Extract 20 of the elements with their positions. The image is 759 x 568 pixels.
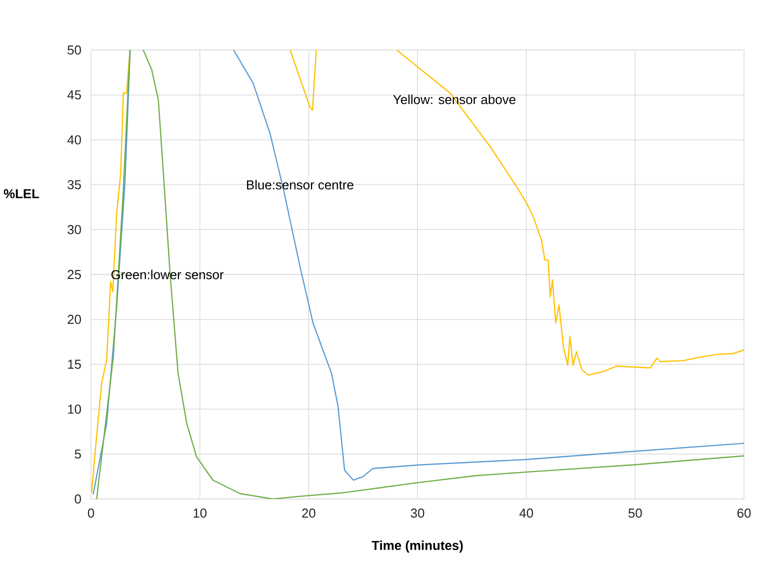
x-tick-label: 40 [519, 508, 534, 518]
y-tick-label: 40 [67, 135, 81, 144]
y-tick-label: 5 [74, 450, 81, 459]
y-tick-label: 15 [68, 360, 81, 369]
x-tick-label: 0 [88, 508, 94, 518]
x-tick-label: 20 [302, 508, 316, 518]
y-tick-label: 25 [68, 270, 81, 280]
y-tick-label: 50 [68, 45, 81, 55]
y-tick-label: 35 [68, 180, 81, 190]
x-tick-label: 50 [628, 508, 642, 518]
x-tick-label: 30 [410, 508, 424, 518]
y-tick-label: 0 [74, 494, 81, 504]
x-tick-label: 10 [194, 508, 207, 518]
y-tick-label: 30 [68, 225, 81, 234]
y-tick-label: 45 [67, 90, 81, 100]
y-tick-label: 10 [68, 404, 81, 414]
x-axis-title: Time (minutes) [372, 540, 463, 553]
x-tick-label: 60 [737, 508, 751, 518]
y-axis-title: %LEL [4, 189, 40, 198]
y-tick-label: 20 [68, 314, 81, 324]
